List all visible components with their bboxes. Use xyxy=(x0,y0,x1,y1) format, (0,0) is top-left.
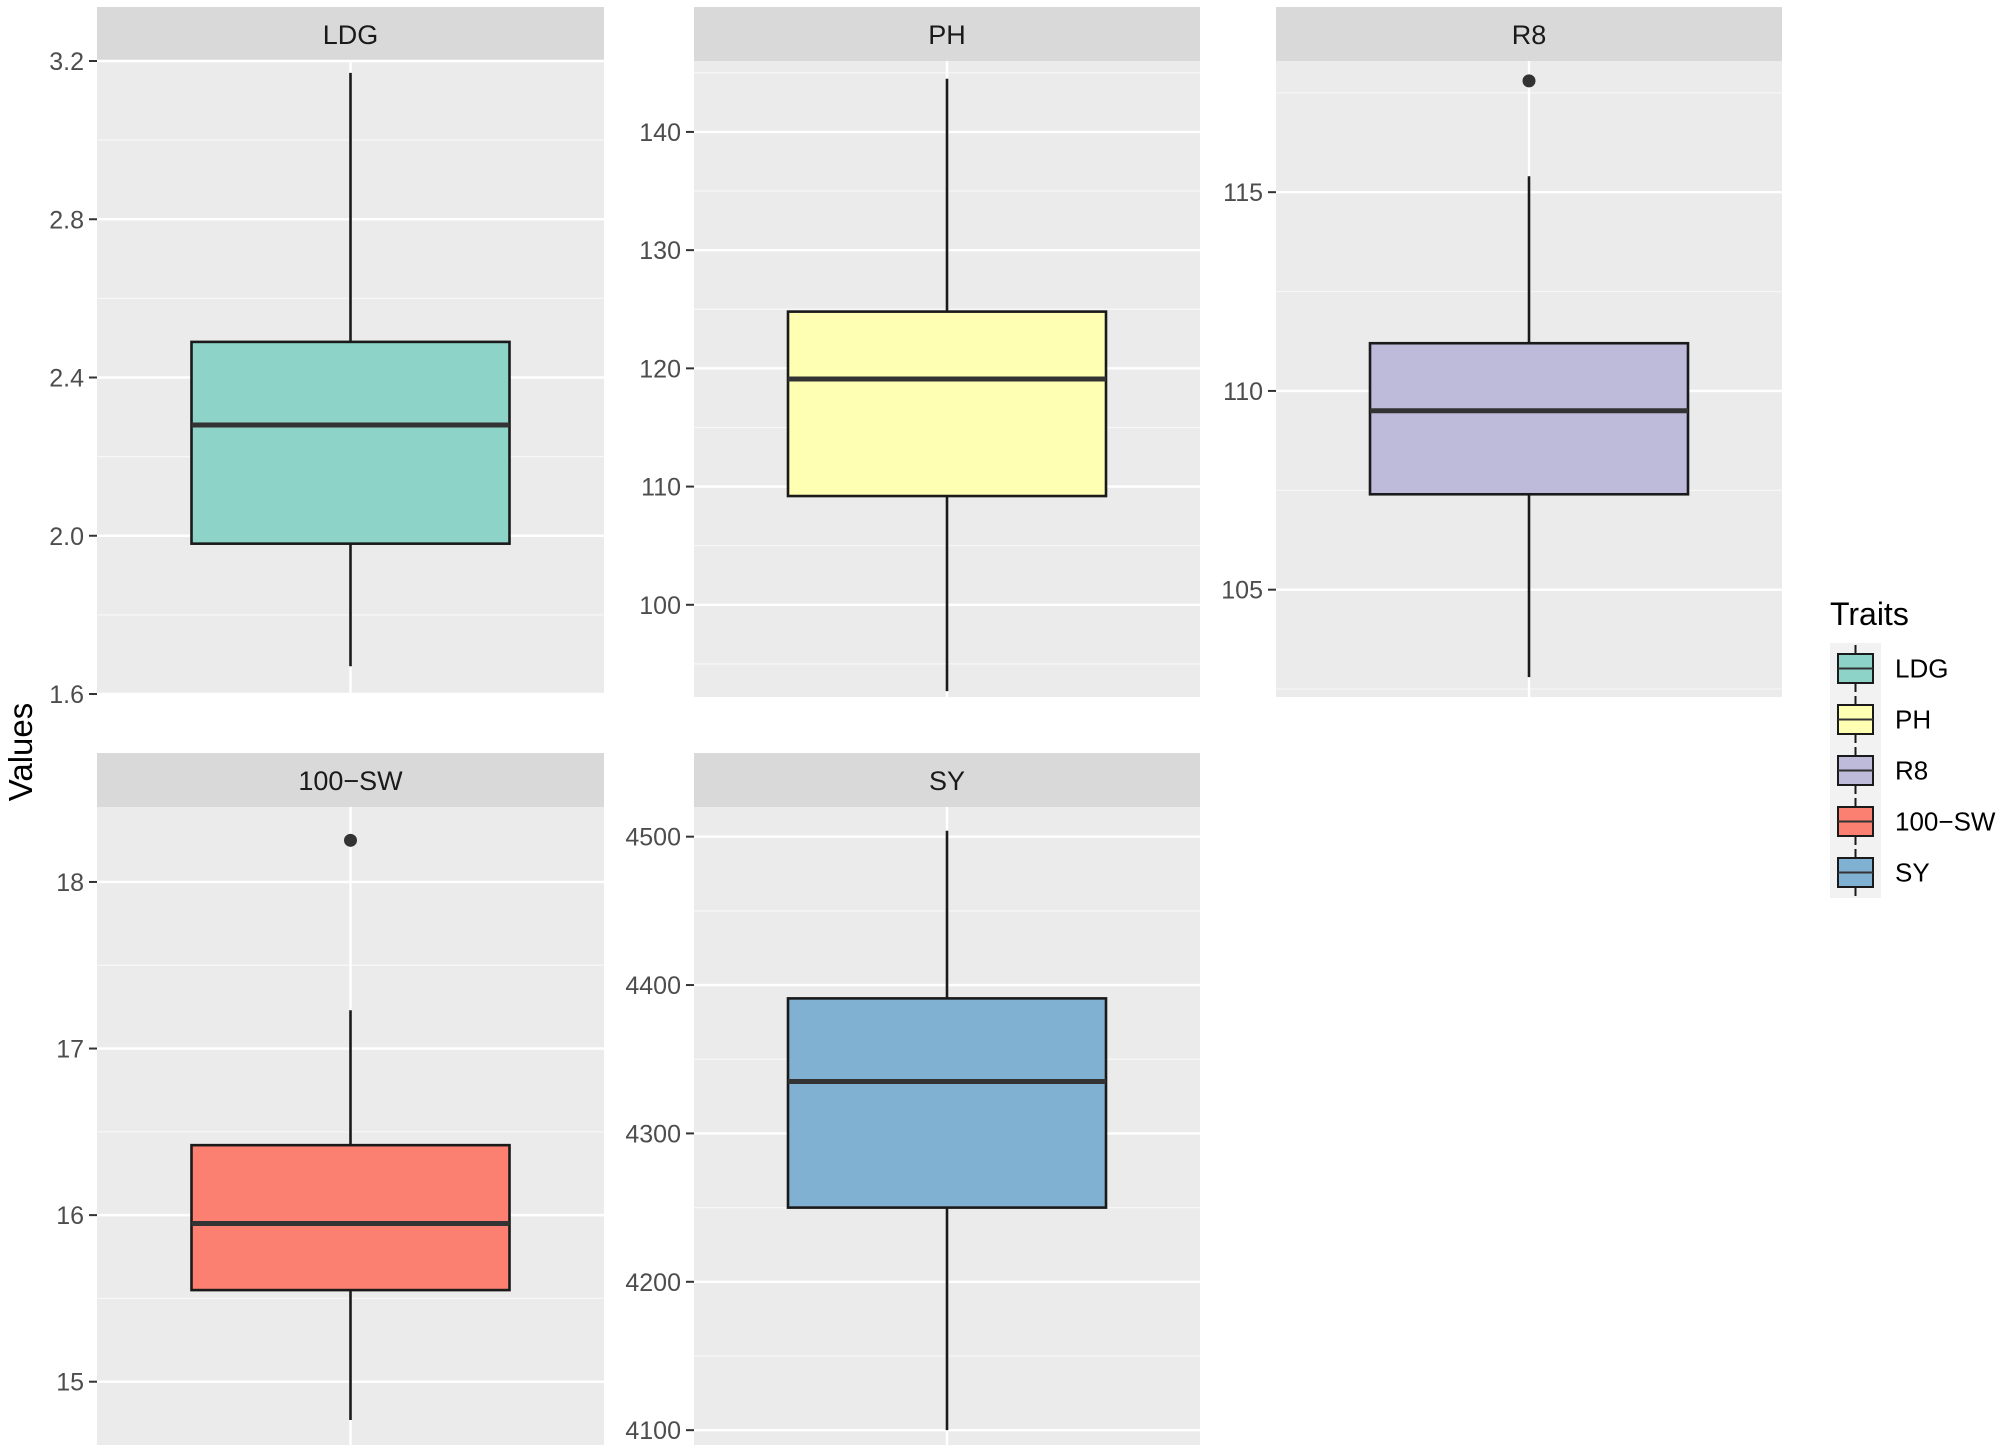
y-tick-label: 17 xyxy=(56,1036,84,1064)
facet-strip-label: R8 xyxy=(1512,20,1547,50)
facet-strip xyxy=(694,7,1200,61)
facet-strip xyxy=(694,753,1200,807)
y-tick-label: 140 xyxy=(639,119,681,147)
y-tick-label: 18 xyxy=(56,869,84,897)
facet-strip xyxy=(1276,7,1782,61)
box-iqr xyxy=(786,310,1108,498)
y-tick-label: 4300 xyxy=(625,1120,681,1148)
legend-label: PH xyxy=(1895,705,1931,735)
facet-strip xyxy=(97,753,604,807)
y-tick-label: 16 xyxy=(56,1202,84,1230)
y-tick-label: 110 xyxy=(641,474,681,502)
legend-item: R8 xyxy=(1837,747,1928,794)
facet-panels: LDG 1.6 2.0 2.4 2.8 3.2 PH 100 110 120 130 140 R8 105… xyxy=(49,7,1782,1445)
box-iqr xyxy=(190,340,511,545)
y-tick-label: 1.6 xyxy=(49,681,84,709)
y-tick-label: 4100 xyxy=(625,1417,681,1445)
facet-panel: R8 105 110 115 xyxy=(1221,7,1782,697)
y-tick-label: 2.4 xyxy=(49,365,84,393)
legend-item: PH xyxy=(1837,696,1931,743)
facet-strip xyxy=(97,7,604,61)
y-tick-label: 3.2 xyxy=(49,48,84,76)
y-tick-label: 105 xyxy=(1221,577,1263,605)
legend-item: LDG xyxy=(1837,645,1948,692)
facet-strip-label: LDG xyxy=(323,20,379,50)
y-axis-label: Values xyxy=(2,703,39,801)
legend-item: 100−SW xyxy=(1837,798,1996,845)
y-tick-label: 130 xyxy=(639,237,681,265)
box-iqr xyxy=(190,1143,511,1292)
legend-title: Traits xyxy=(1830,596,1909,632)
legend-label: 100−SW xyxy=(1895,807,1996,837)
outlier-point xyxy=(344,833,357,847)
y-tick-label: 15 xyxy=(56,1369,84,1397)
legend-label: R8 xyxy=(1895,756,1928,786)
facet-panel: LDG 1.6 2.0 2.4 2.8 3.2 xyxy=(49,7,604,709)
legend-label: LDG xyxy=(1895,654,1948,684)
y-tick-label: 2.8 xyxy=(49,206,84,234)
facet-panel: 100−SW 15 16 17 18 xyxy=(56,753,604,1445)
y-tick-label: 4400 xyxy=(625,972,681,1000)
facet-strip-label: 100−SW xyxy=(298,766,403,796)
box-iqr xyxy=(1368,341,1690,496)
legend-item: SY xyxy=(1837,849,1930,896)
facet-panel: PH 100 110 120 130 140 xyxy=(639,7,1200,697)
y-tick-label: 115 xyxy=(1223,179,1263,207)
facet-strip-label: SY xyxy=(929,766,965,796)
y-tick-label: 100 xyxy=(639,592,681,620)
box-iqr xyxy=(786,997,1108,1209)
y-tick-label: 120 xyxy=(639,355,681,383)
facet-panel: SY 4100 4200 4300 4400 4500 xyxy=(625,753,1200,1445)
legend-items: LDG PH R8 100−SW SY xyxy=(1837,645,1996,896)
y-tick-label: 4200 xyxy=(625,1269,681,1297)
y-tick-label: 4500 xyxy=(625,824,681,852)
outlier-point xyxy=(1522,74,1536,88)
y-tick-label: 2.0 xyxy=(49,523,84,551)
legend-label: SY xyxy=(1895,858,1930,888)
y-tick-label: 110 xyxy=(1223,378,1263,406)
legend: Traits LDG PH R8 100−SW SY xyxy=(1830,596,1996,898)
facet-strip-label: PH xyxy=(928,20,966,50)
